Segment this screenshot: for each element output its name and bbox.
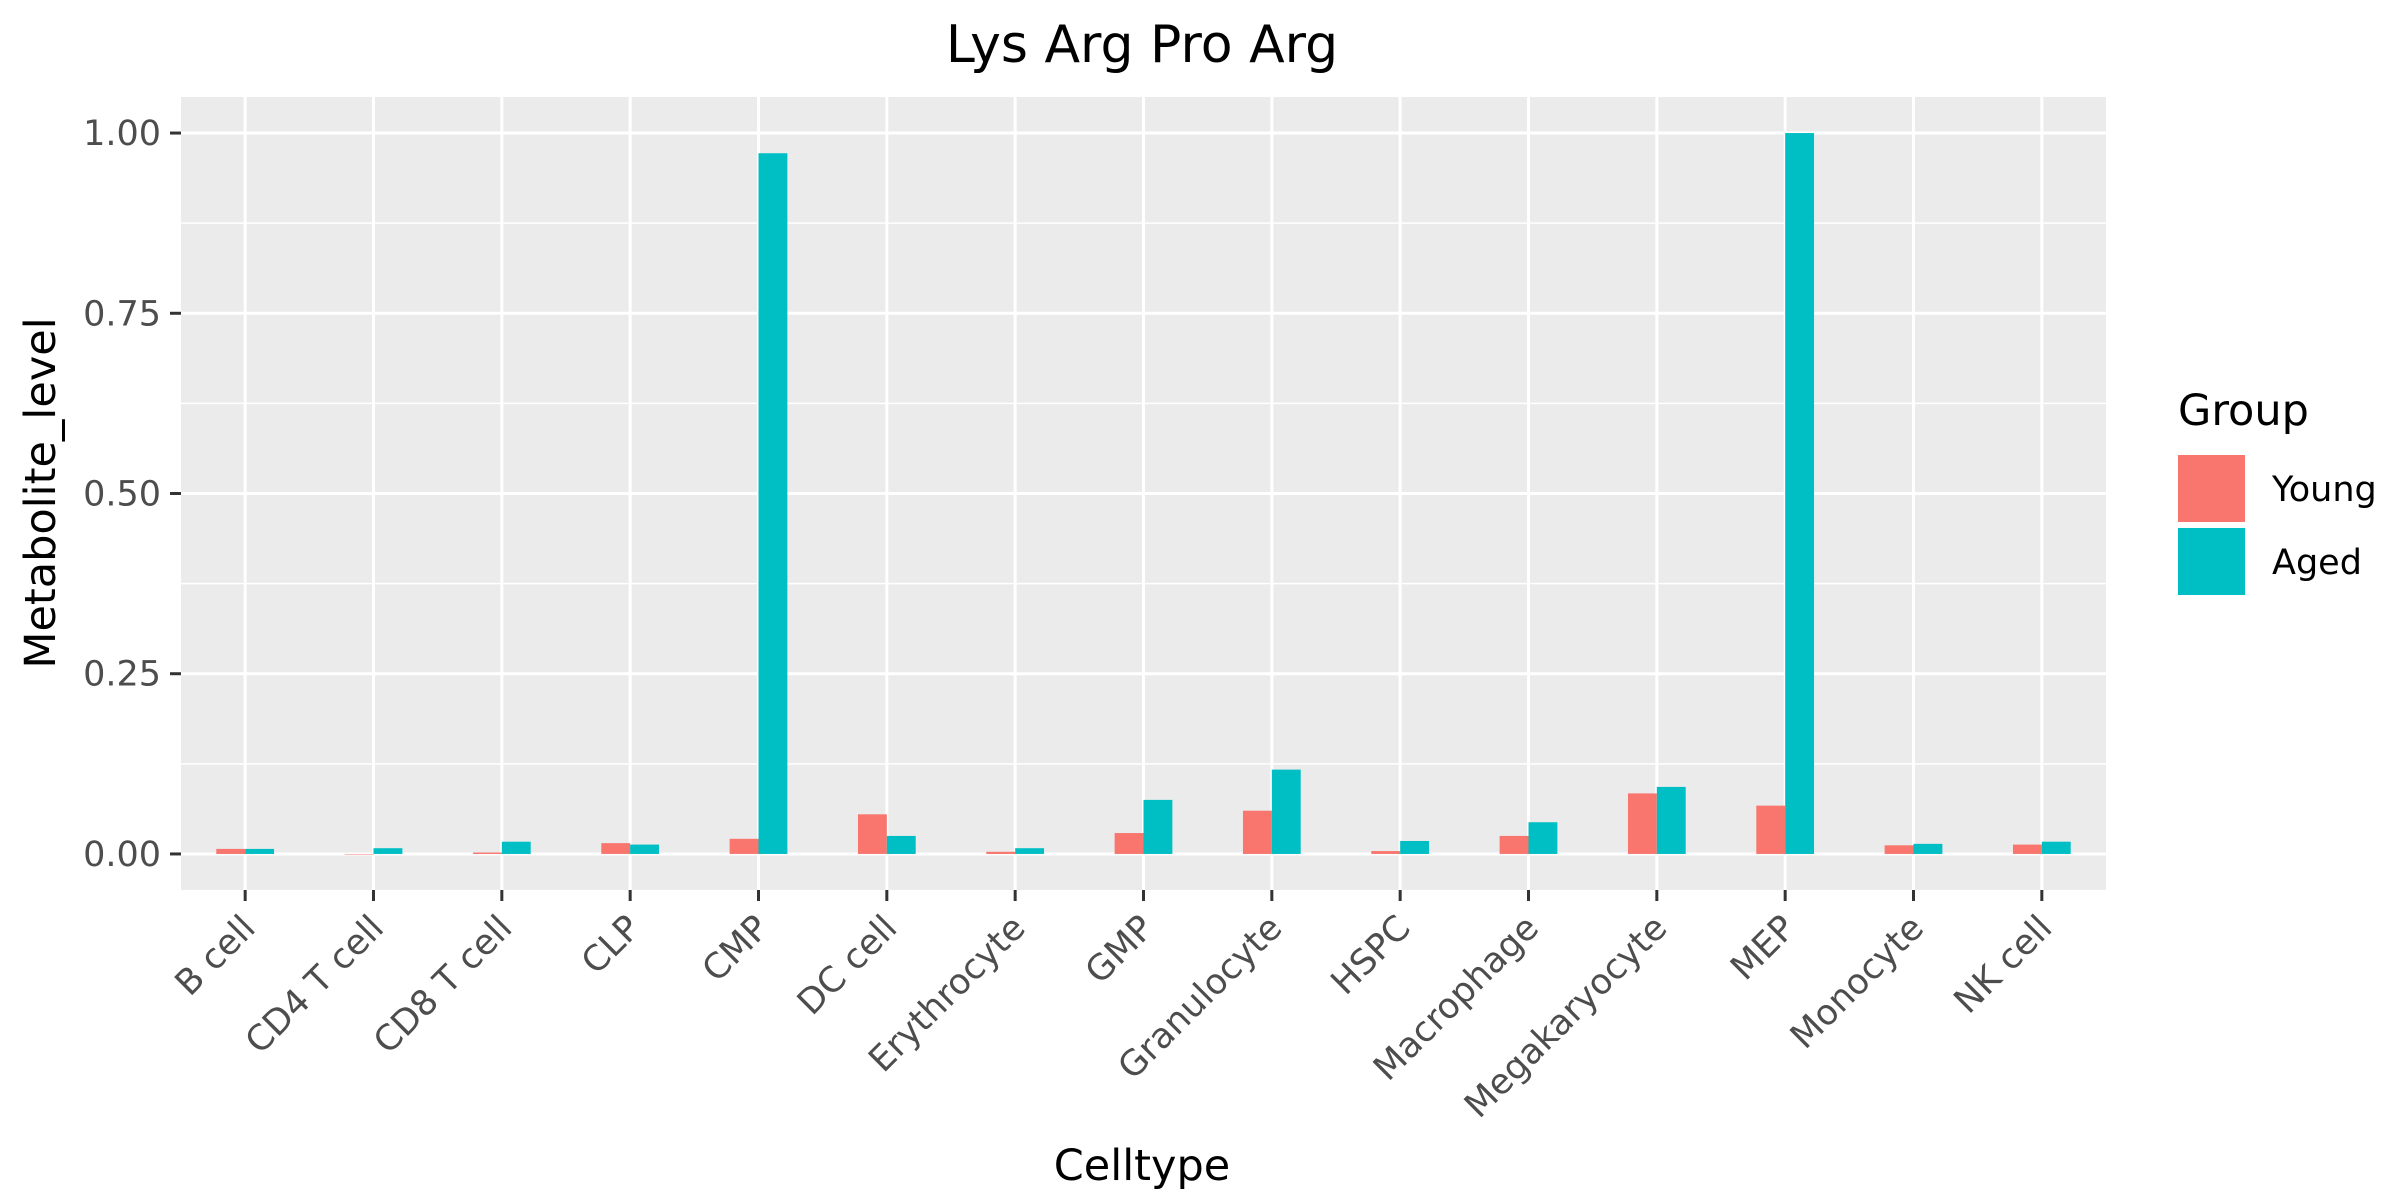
bar-young-b-cell [216, 848, 246, 854]
y-tick-label: 0.25 [83, 655, 161, 695]
bar-young-cmp [729, 838, 759, 854]
bar-aged-cd4-t-cell [373, 848, 403, 854]
bar-young-clp [601, 843, 631, 854]
bar-aged-granulocyte [1271, 769, 1301, 854]
bar-aged-cd8-t-cell [501, 841, 531, 854]
x-tick-label: DC cell [790, 908, 905, 1023]
legend-key-young [2178, 455, 2245, 522]
x-tick-label: CMP [695, 908, 777, 990]
x-tick-label: CD8 T cell [366, 908, 520, 1062]
bar-young-granulocyte [1242, 810, 1272, 854]
x-tick-label: HSPC [1324, 908, 1419, 1003]
legend-label-aged: Aged [2272, 543, 2362, 583]
bars [216, 133, 2071, 855]
legend-title: Group [2178, 386, 2309, 436]
bar-young-gmp [1114, 833, 1144, 854]
bar-aged-b-cell [245, 848, 275, 854]
x-tick-label: CLP [574, 908, 648, 982]
x-tick-label: NK cell [1947, 908, 2060, 1021]
y-tick-label: 0.75 [83, 294, 161, 334]
bar-aged-erythrocyte [1015, 848, 1045, 854]
bar-aged-hspc [1400, 840, 1430, 854]
legend-label-young: Young [2271, 470, 2377, 510]
bar-young-erythrocyte [986, 851, 1016, 854]
bar-aged-cmp [758, 153, 788, 854]
bar-young-mep [1756, 805, 1786, 854]
legend: Group Young Aged [2178, 386, 2377, 595]
x-tick-label: CD4 T cell [238, 908, 392, 1062]
bar-aged-mep [1785, 133, 1815, 854]
y-tick-label: 1.00 [83, 114, 161, 154]
y-tick-label: 0.00 [83, 835, 161, 875]
x-axis-title: Celltype [1054, 1141, 1230, 1191]
bar-aged-nk-cell [2041, 841, 2071, 854]
x-tick-label: MEP [1723, 908, 1803, 988]
bar-aged-dc-cell [886, 835, 916, 854]
x-tick-label: Monocyte [1783, 908, 1932, 1057]
y-axis: 0.00 0.25 0.50 0.75 1.00 [83, 114, 181, 875]
chart-title: Lys Arg Pro Arg [946, 15, 1338, 75]
bar-young-monocyte [1884, 845, 1914, 854]
x-tick-label: B cell [168, 908, 264, 1004]
legend-key-aged [2178, 528, 2245, 595]
bar-young-hspc [1371, 851, 1401, 854]
bar-aged-monocyte [1913, 843, 1943, 854]
bar-young-cd8-t-cell [472, 852, 502, 854]
bar-young-megakaryocyte [1627, 793, 1657, 854]
x-tick-label: GMP [1078, 908, 1162, 992]
bar-young-nk-cell [2012, 844, 2042, 854]
plot-panel [181, 97, 2106, 890]
bar-aged-clp [630, 844, 660, 854]
bar-young-dc-cell [857, 814, 887, 854]
y-tick-label: 0.50 [83, 475, 161, 515]
bar-aged-macrophage [1528, 822, 1558, 854]
bar-young-macrophage [1499, 835, 1529, 854]
bar-aged-megakaryocyte [1656, 786, 1686, 854]
bar-aged-gmp [1143, 799, 1173, 854]
bar-young-cd4-t-cell [344, 853, 374, 855]
y-axis-title: Metabolite_level [16, 317, 66, 668]
